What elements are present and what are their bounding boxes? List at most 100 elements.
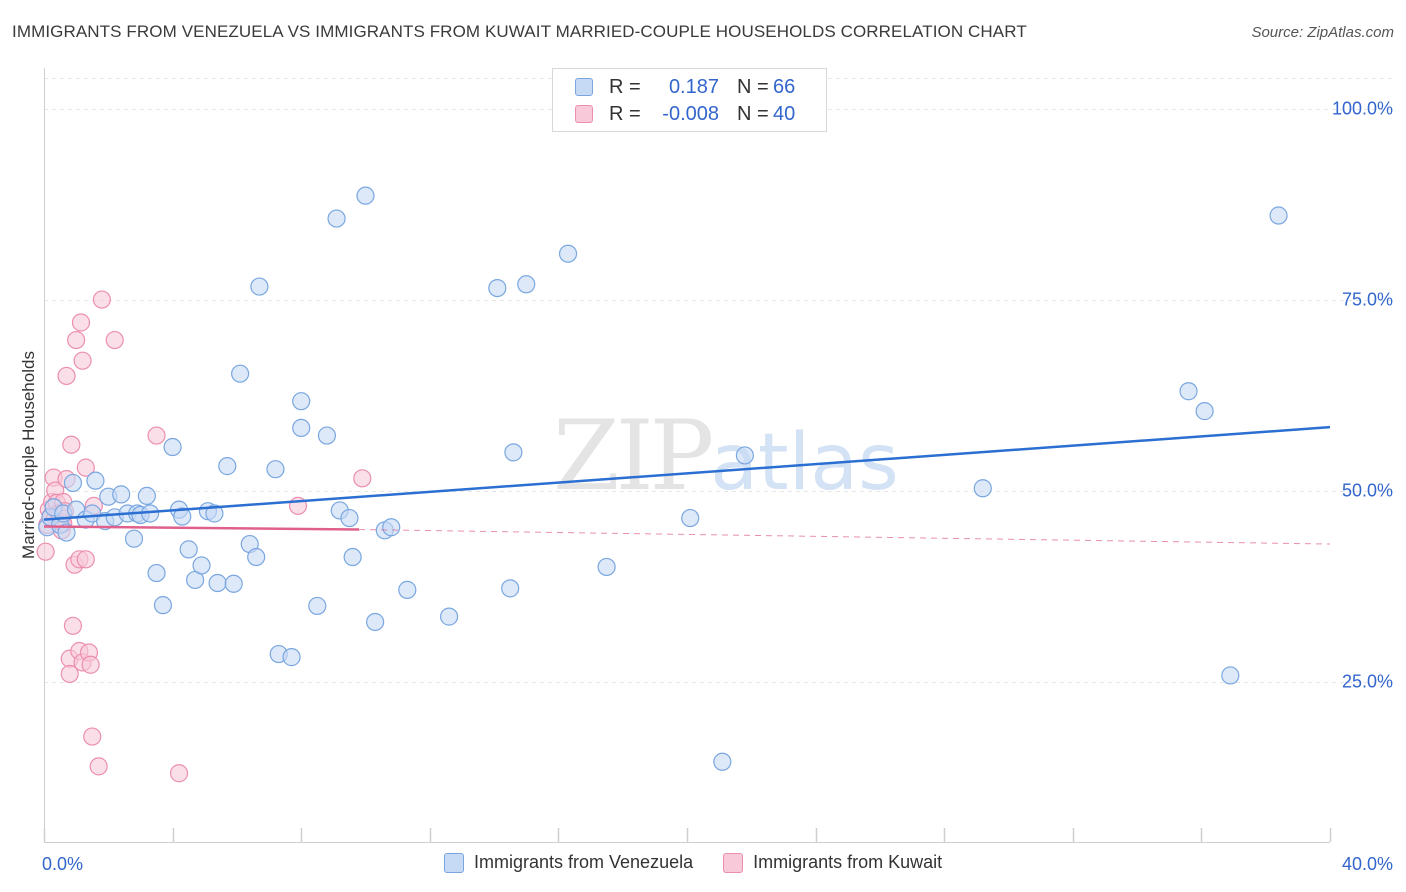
venezuela-point xyxy=(1195,402,1214,421)
venezuela-point xyxy=(735,446,754,465)
venezuela-point xyxy=(250,277,269,296)
venezuela-point xyxy=(208,573,227,593)
venezuela-swatch xyxy=(575,78,593,96)
kuwait-point xyxy=(147,426,166,445)
data-points xyxy=(36,186,1288,783)
venezuela-point xyxy=(317,426,337,445)
venezuela-point xyxy=(179,540,198,559)
gridlines xyxy=(44,78,1392,683)
kuwait-point xyxy=(36,542,55,561)
kuwait-trend-extension xyxy=(359,529,1331,545)
y-tick-label: 100.0% xyxy=(1332,99,1393,119)
watermark: ZIPatlas xyxy=(553,400,899,512)
kuwait-point xyxy=(83,727,102,746)
trend-lines xyxy=(43,425,1331,545)
y-tick-label: 75.0% xyxy=(1342,290,1393,310)
venezuela-point xyxy=(266,460,285,479)
venezuela-point xyxy=(343,547,362,567)
venezuela-point xyxy=(1179,382,1198,401)
venezuela-point xyxy=(517,275,536,294)
venezuela-n-value: 66 xyxy=(773,75,796,98)
correlation-legend: R = 0.187 N = 66 R = -0.008 N = 40 xyxy=(552,68,827,132)
kuwait-r-label: R = xyxy=(609,102,641,125)
kuwait-point xyxy=(67,330,86,350)
legend-item-kuwait[interactable]: Immigrants from Kuwait xyxy=(723,852,942,873)
venezuela-point xyxy=(147,563,166,583)
venezuela-point xyxy=(231,364,250,383)
kuwait-point xyxy=(89,757,108,776)
kuwait-point xyxy=(71,313,91,332)
kuwait-swatch xyxy=(575,105,593,123)
venezuela-point xyxy=(681,508,700,528)
kuwait-point xyxy=(73,351,92,370)
venezuela-point xyxy=(224,574,243,593)
venezuela-point xyxy=(192,556,211,575)
source-credit: Source: ZipAtlas.com xyxy=(1251,24,1394,41)
venezuela-point xyxy=(57,523,76,542)
kuwait-point xyxy=(57,366,76,386)
venezuela-point xyxy=(205,504,224,523)
venezuela-r-label: R = xyxy=(609,75,641,98)
kuwait-n-label: N = xyxy=(737,102,769,125)
venezuela-point xyxy=(1221,666,1240,685)
kuwait-r-value: -0.008 xyxy=(662,102,719,125)
venezuela-point xyxy=(308,596,327,616)
venezuela-point xyxy=(86,471,105,490)
venezuela-point xyxy=(488,279,507,298)
y-axis-title: Married-couple Households xyxy=(19,351,38,559)
axes xyxy=(43,68,1332,843)
venezuela-point xyxy=(973,479,992,498)
kuwait-trend-line xyxy=(43,525,360,531)
venezuela-legend-label: Immigrants from Venezuela xyxy=(474,852,694,872)
kuwait-point xyxy=(105,330,124,350)
kuwait-point xyxy=(62,435,81,454)
venezuela-point xyxy=(366,612,385,632)
kuwait-point xyxy=(63,616,83,635)
venezuela-point xyxy=(382,518,401,537)
venezuela-point xyxy=(597,557,616,577)
x-tick-label-max: 40.0% xyxy=(1342,854,1393,874)
venezuela-point xyxy=(501,579,520,598)
y-tick-label: 25.0% xyxy=(1342,672,1393,692)
venezuela-point xyxy=(247,547,266,567)
venezuela-point xyxy=(398,580,417,599)
venezuela-point xyxy=(292,418,311,438)
venezuela-point xyxy=(340,508,359,528)
kuwait-legend-swatch xyxy=(723,852,744,873)
venezuela-point xyxy=(63,473,83,493)
venezuela-r-value: 0.187 xyxy=(668,75,719,98)
venezuela-point xyxy=(713,752,732,771)
venezuela-point xyxy=(356,186,375,205)
x-tick-label-min: 0.0% xyxy=(42,854,83,874)
venezuela-point xyxy=(292,392,311,411)
kuwait-point xyxy=(92,290,111,309)
chart-title: IMMIGRANTS FROM VENEZUELA VS IMMIGRANTS … xyxy=(12,22,1027,41)
kuwait-point xyxy=(60,664,79,684)
legend-row-venezuela: R = 0.187 N = 66 xyxy=(575,75,795,99)
venezuela-point xyxy=(124,529,144,548)
kuwait-point xyxy=(76,458,95,477)
venezuela-point xyxy=(439,607,459,626)
kuwait-point xyxy=(169,764,189,783)
legend-row-kuwait: R = -0.008 N = 40 xyxy=(575,102,795,126)
venezuela-point xyxy=(504,443,523,462)
venezuela-point xyxy=(218,457,237,476)
venezuela-point xyxy=(1269,206,1288,225)
venezuela-trend-line xyxy=(43,425,1331,521)
legend-item-venezuela[interactable]: Immigrants from Venezuela xyxy=(444,852,693,873)
venezuela-point xyxy=(137,486,156,506)
venezuela-point xyxy=(173,507,192,526)
venezuela-point xyxy=(282,648,301,667)
kuwait-n-value: 40 xyxy=(773,102,796,125)
venezuela-point xyxy=(112,485,131,504)
venezuela-point xyxy=(163,437,182,457)
venezuela-point xyxy=(153,596,173,615)
watermark-zip: ZIP xyxy=(553,400,714,512)
kuwait-legend-label: Immigrants from Kuwait xyxy=(753,852,943,872)
venezuela-legend-swatch xyxy=(444,852,464,873)
kuwait-point xyxy=(76,550,95,569)
kuwait-point xyxy=(81,655,100,674)
series-legend: Immigrants from Venezuela Immigrants fro… xyxy=(444,852,972,873)
y-tick-label: 50.0% xyxy=(1342,481,1393,501)
